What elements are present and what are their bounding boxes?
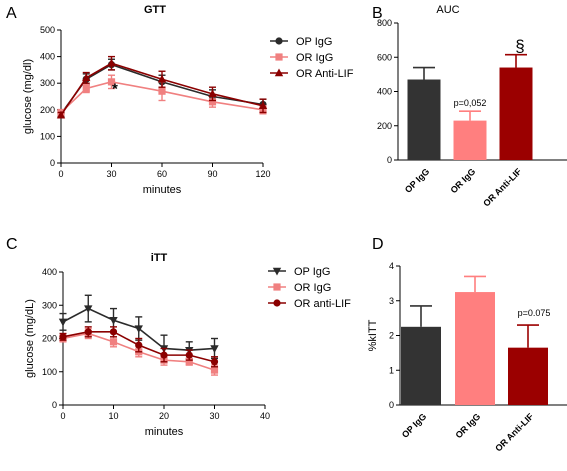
chart-b-y-tick-label: 800 (377, 18, 392, 28)
chart-c-data-point (59, 333, 67, 341)
chart-d-p-value: p=0.075 (518, 308, 551, 318)
chart-d-bar (455, 292, 495, 405)
chart-c-y-axis-label: glucose (mg/dL) (24, 299, 36, 378)
chart-c-y-tick-label: 200 (42, 334, 57, 344)
chart-c-data-point (58, 318, 68, 327)
chart-c-data-point (210, 366, 219, 374)
chart-c-title: iTT (151, 252, 168, 264)
chart-d-y-tick-label: 2 (389, 331, 394, 341)
chart-c-legend-label: OR IgG (294, 282, 331, 294)
chart-a-y-tick-label: 100 (40, 131, 55, 141)
chart-a-data-point (157, 74, 167, 83)
chart-b-category-label: OR Anti-LIF (481, 166, 524, 209)
chart-a-y-axis-label: glucose (mg/dl) (22, 59, 34, 134)
chart-b-p-value: p=0,052 (454, 98, 487, 108)
chart-c-data-point (109, 328, 118, 336)
chart-a-data-point (56, 110, 66, 119)
chart-d-category-label: OR IgG (453, 411, 482, 440)
chart-a-data-point (258, 101, 268, 110)
chart-a-x-tick-label: 0 (58, 169, 63, 179)
chart-d-y-tick-label: 4 (389, 261, 394, 271)
chart-c-legend-marker (273, 283, 281, 291)
chart-d-y-axis-label: %kITT (367, 319, 379, 351)
chart-a-data-point (158, 87, 166, 95)
chart-a-data-point (82, 73, 91, 82)
chart-c-x-tick-label: 10 (108, 411, 118, 421)
chart-a-legend-label: OR Anti-LIF (296, 68, 354, 80)
panel-label-b: B (372, 5, 383, 22)
chart-c-y-tick-label: 400 (42, 267, 57, 277)
chart-c-y-tick-label: 300 (42, 300, 57, 310)
chart-c-data-point (84, 328, 92, 336)
chart-c-data-point (160, 351, 168, 359)
chart-a-y-tick-label: 0 (50, 158, 55, 168)
chart-a-y-tick-label: 400 (40, 52, 55, 62)
chart-c-data-point (210, 358, 219, 366)
chart-a-y-tick-label: 500 (40, 25, 55, 35)
chart-c-y-tick-label: 100 (42, 367, 57, 377)
chart-a-data-point (107, 78, 116, 86)
chart-b-significance-mark: § (515, 37, 524, 56)
chart-b-y-tick-label: 200 (377, 121, 392, 131)
chart-a-data-point (208, 89, 217, 98)
chart-a-title: GTT (144, 4, 166, 16)
chart-a-legend-label: OR IgG (296, 52, 333, 64)
chart-d-category-label: OP IgG (400, 411, 429, 440)
panel-label-c: C (6, 236, 18, 253)
chart-c-legend-marker (273, 299, 281, 307)
chart-d-bar (401, 326, 441, 405)
chart-c-legend-label: OR anti-LIF (294, 298, 351, 310)
chart-c-x-tick-label: 30 (209, 411, 219, 421)
chart-c-data-point (210, 345, 219, 353)
chart-a-series-line (60, 81, 264, 114)
chart-a-legend-label: OP IgG (296, 36, 332, 48)
chart-a-legend-marker (274, 68, 284, 77)
chart-b-category-label: OP IgG (403, 166, 432, 195)
chart-a-data-point (107, 58, 116, 67)
chart-d-y-tick-label: 1 (389, 365, 394, 375)
chart-c-data-point (185, 358, 193, 366)
chart-a-y-tick-label: 300 (40, 78, 55, 88)
chart-b-y-tick-label: 0 (387, 155, 392, 165)
chart-c-x-axis-label: minutes (145, 426, 184, 438)
chart-d-y-tick-label: 0 (389, 400, 394, 410)
chart-d-bar (508, 347, 548, 405)
chart-a-series-line (60, 62, 264, 116)
chart-c-legend-marker (272, 267, 282, 276)
chart-a-y-tick-label: 200 (40, 105, 55, 115)
chart-c-data-point (109, 317, 118, 325)
chart-c-x-tick-label: 40 (260, 411, 270, 421)
chart-a-x-axis-label: minutes (143, 184, 182, 196)
chart-a-x-tick-label: 60 (157, 169, 167, 179)
chart-c-data-point (134, 325, 143, 334)
chart-b-bar (407, 79, 441, 160)
panel-label-a: A (6, 5, 17, 22)
chart-c-data-point (185, 351, 193, 359)
chart-a-x-tick-label: 30 (106, 169, 116, 179)
chart-b-title: AUC (436, 4, 459, 16)
chart-a-legend-marker (275, 53, 283, 61)
chart-b-y-tick-label: 400 (377, 87, 392, 97)
chart-a-data-point (208, 98, 217, 106)
chart-a-x-tick-label: 90 (207, 169, 217, 179)
chart-c-data-point (135, 341, 143, 349)
chart-d-y-tick-label: 3 (389, 296, 394, 306)
chart-c-data-point (109, 338, 118, 346)
chart-a-x-tick-label: 120 (255, 169, 270, 179)
chart-b-bar (499, 67, 533, 160)
chart-d-category-label: OR Anti-LIF (493, 411, 536, 454)
chart-b-y-tick-label: 600 (377, 52, 392, 62)
chart-b-category-label: OR IgG (448, 166, 477, 195)
chart-c-y-tick-label: 0 (52, 400, 57, 410)
chart-c-x-tick-label: 20 (159, 411, 169, 421)
chart-c-legend-label: OP IgG (294, 266, 330, 278)
chart-b-bar (453, 120, 487, 160)
panel-label-d: D (372, 236, 384, 253)
chart-c-x-tick-label: 0 (60, 411, 65, 421)
chart-a-significance-star: * (112, 80, 118, 97)
chart-a-legend-marker (275, 37, 283, 45)
chart-a-data-point (82, 84, 90, 93)
chart-c-data-point (84, 305, 93, 314)
